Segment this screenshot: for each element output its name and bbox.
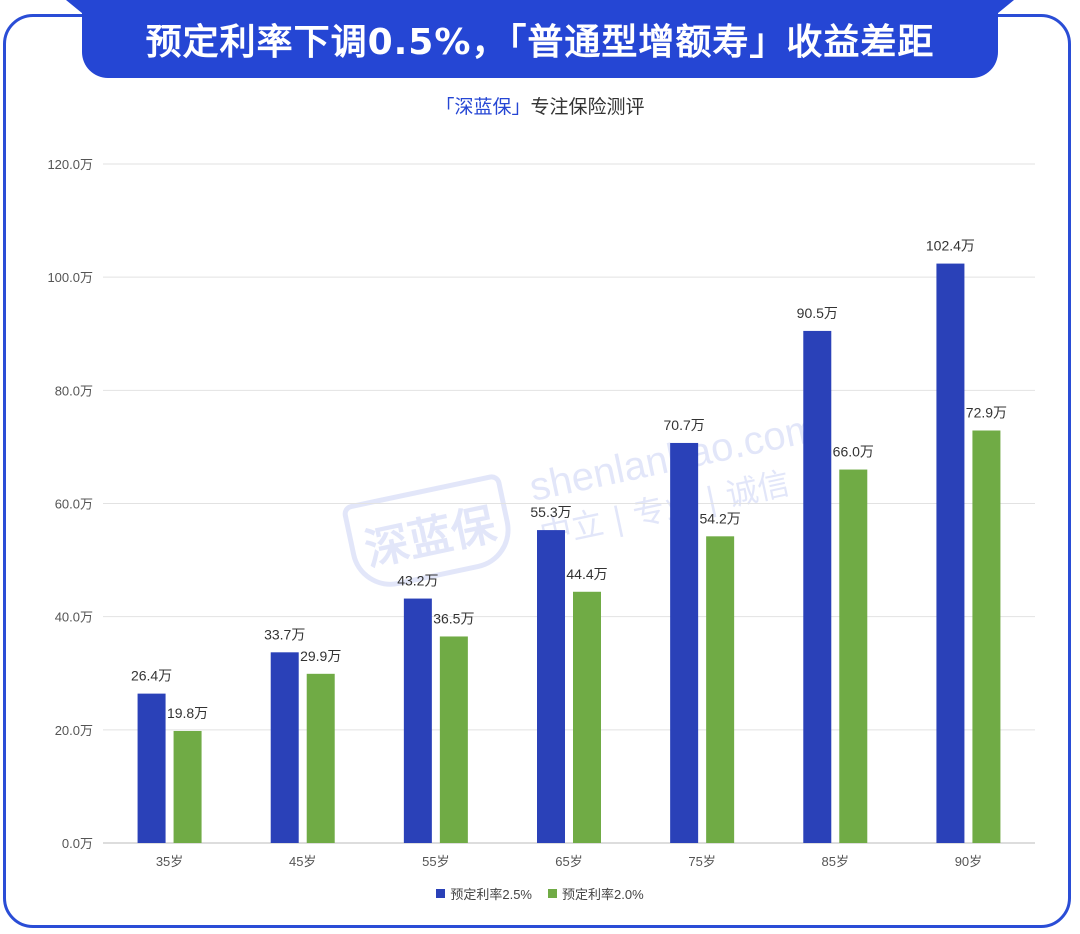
data-label: 102.4万 [926,238,975,254]
legend-item-series1: 预定利率2.5% [436,884,532,903]
chart-legend: 预定利率2.5% 预定利率2.0% [0,884,1080,903]
bar-rate-2-0 [439,636,468,843]
data-label: 26.4万 [131,668,172,684]
legend-swatch-series1 [436,889,446,898]
x-tick-label: 65岁 [555,854,582,869]
bar-rate-2-0 [573,591,601,843]
data-label: 72.9万 [966,405,1007,421]
y-tick-label: 60.0万 [55,497,93,512]
y-tick-label: 0.0万 [62,836,93,851]
legend-item-series2: 预定利率2.0% [548,884,644,903]
title-banner: 预定利率下调0.5%，「普通型增额寿」收益差距 [82,0,998,78]
y-tick-label: 120.0万 [47,157,93,172]
y-tick-label: 40.0万 [55,610,93,625]
x-tick-label: 35岁 [156,854,183,869]
bar-rate-2-0 [839,469,868,843]
bar-rate-2-5 [670,442,699,843]
bar-rate-2-0 [306,673,335,843]
subtitle-brand: 「深蓝保」 [435,96,531,118]
x-tick-label: 45岁 [289,854,316,869]
bar-rate-2-5 [137,693,166,843]
data-label: 43.2万 [397,573,438,589]
subtitle-tagline: 专注保险测评 [530,96,645,118]
x-tick-label: 75岁 [688,854,715,869]
data-label: 19.8万 [167,705,208,721]
page-title: 预定利率下调0.5%，「普通型增额寿」收益差距 [145,22,935,63]
y-tick-label: 20.0万 [55,723,93,738]
data-label: 54.2万 [700,510,741,526]
legend-swatch-series2 [548,889,557,898]
bar-rate-2-5 [803,330,832,843]
data-label: 44.4万 [566,566,607,582]
bar-rate-2-0 [173,730,202,843]
data-label: 70.7万 [664,417,705,433]
data-label: 36.5万 [433,610,474,626]
legend-label-series1: 预定利率2.5% [450,887,532,902]
data-label: 29.9万 [300,648,341,664]
bar-rate-2-5 [270,652,299,843]
bar-rate-2-5 [537,530,565,843]
data-label: 90.5万 [797,305,838,321]
bar-rate-2-5 [403,598,432,843]
bar-rate-2-5 [936,263,965,843]
bar-rate-2-0 [706,536,735,843]
y-tick-label: 80.0万 [55,383,93,398]
bar-rate-2-0 [972,430,1001,843]
legend-label-series2: 预定利率2.0% [562,887,644,902]
x-tick-label: 55岁 [422,854,449,869]
data-label: 55.3万 [530,504,571,520]
x-tick-label: 90岁 [955,854,982,869]
subtitle: 「深蓝保」专注保险测评 [0,92,1080,119]
data-label: 66.0万 [833,444,874,460]
x-tick-label: 85岁 [822,854,849,869]
data-label: 33.7万 [264,626,305,642]
y-tick-label: 100.0万 [47,270,93,285]
